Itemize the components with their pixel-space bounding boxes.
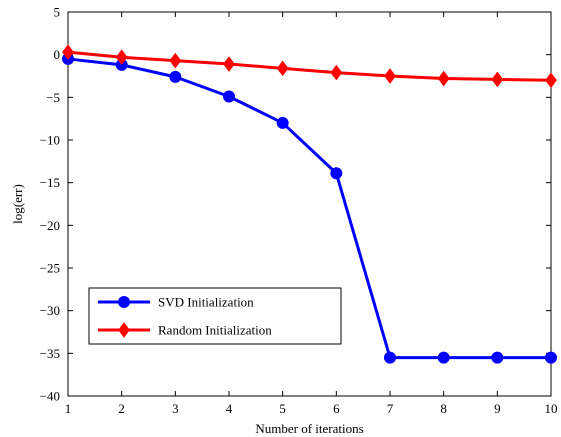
y-tick-label: −5 [46, 90, 60, 105]
data-point [276, 60, 289, 77]
series-line [67, 57, 551, 360]
legend-marker [118, 322, 130, 338]
data-point [169, 52, 182, 69]
data-point [330, 64, 343, 81]
y-tick-label: −40 [40, 389, 60, 404]
x-tick-label: 2 [118, 401, 125, 416]
y-tick-label: −35 [40, 346, 60, 361]
legend-label: Random Initialization [158, 323, 272, 338]
legend-label: SVD Initialization [158, 295, 254, 310]
series-random [62, 44, 557, 89]
data-point [384, 68, 396, 84]
data-point [62, 44, 74, 60]
x-tick-label: 5 [279, 401, 286, 416]
data-point [437, 70, 450, 87]
y-tick-label: −20 [40, 218, 60, 233]
series-svd [62, 52, 557, 364]
data-point [545, 72, 557, 89]
y-tick-label: −25 [40, 261, 60, 276]
legend-item: Random Initialization [98, 322, 272, 338]
data-point [545, 351, 557, 364]
legend: SVD Initialization Random Initialization [88, 287, 342, 345]
series-line [67, 50, 552, 82]
y-tick-label: −30 [40, 303, 60, 318]
x-tick-label: 4 [226, 401, 233, 416]
data-point [223, 90, 235, 103]
y-axis-label: log(err) [10, 184, 25, 224]
x-tick-label: 10 [545, 401, 558, 416]
tick-labels: 1 2 3 4 5 6 7 8 9 10 5 0 −5 −10 −15 −20 −25 −30 −35 −40 [40, 5, 558, 417]
data-point [491, 71, 504, 88]
legend-box [88, 287, 342, 345]
x-tick-label: 9 [494, 401, 501, 416]
data-point [115, 49, 128, 66]
x-tick-label: 3 [172, 401, 179, 416]
data-point [276, 116, 289, 129]
data-point [169, 70, 182, 83]
y-tick-label: −15 [40, 175, 60, 190]
data-point [437, 351, 450, 364]
y-tick-label: 0 [54, 47, 61, 62]
legend-item: SVD Initialization [98, 295, 254, 310]
data-point [330, 167, 343, 180]
y-tick-label: −10 [40, 133, 60, 148]
x-tick-label: 6 [333, 401, 340, 416]
y-tick-label: 5 [54, 5, 61, 20]
legend-marker [118, 296, 130, 308]
data-point [384, 351, 396, 364]
x-tick-label: 1 [65, 401, 72, 416]
x-axis-label: Number of iterations [255, 421, 363, 436]
x-tick-label: 7 [387, 401, 394, 416]
series-layer [62, 44, 557, 364]
data-point [223, 56, 235, 72]
axis-ticks [67, 11, 552, 397]
x-tick-label: 8 [440, 401, 447, 416]
data-point [491, 351, 504, 364]
